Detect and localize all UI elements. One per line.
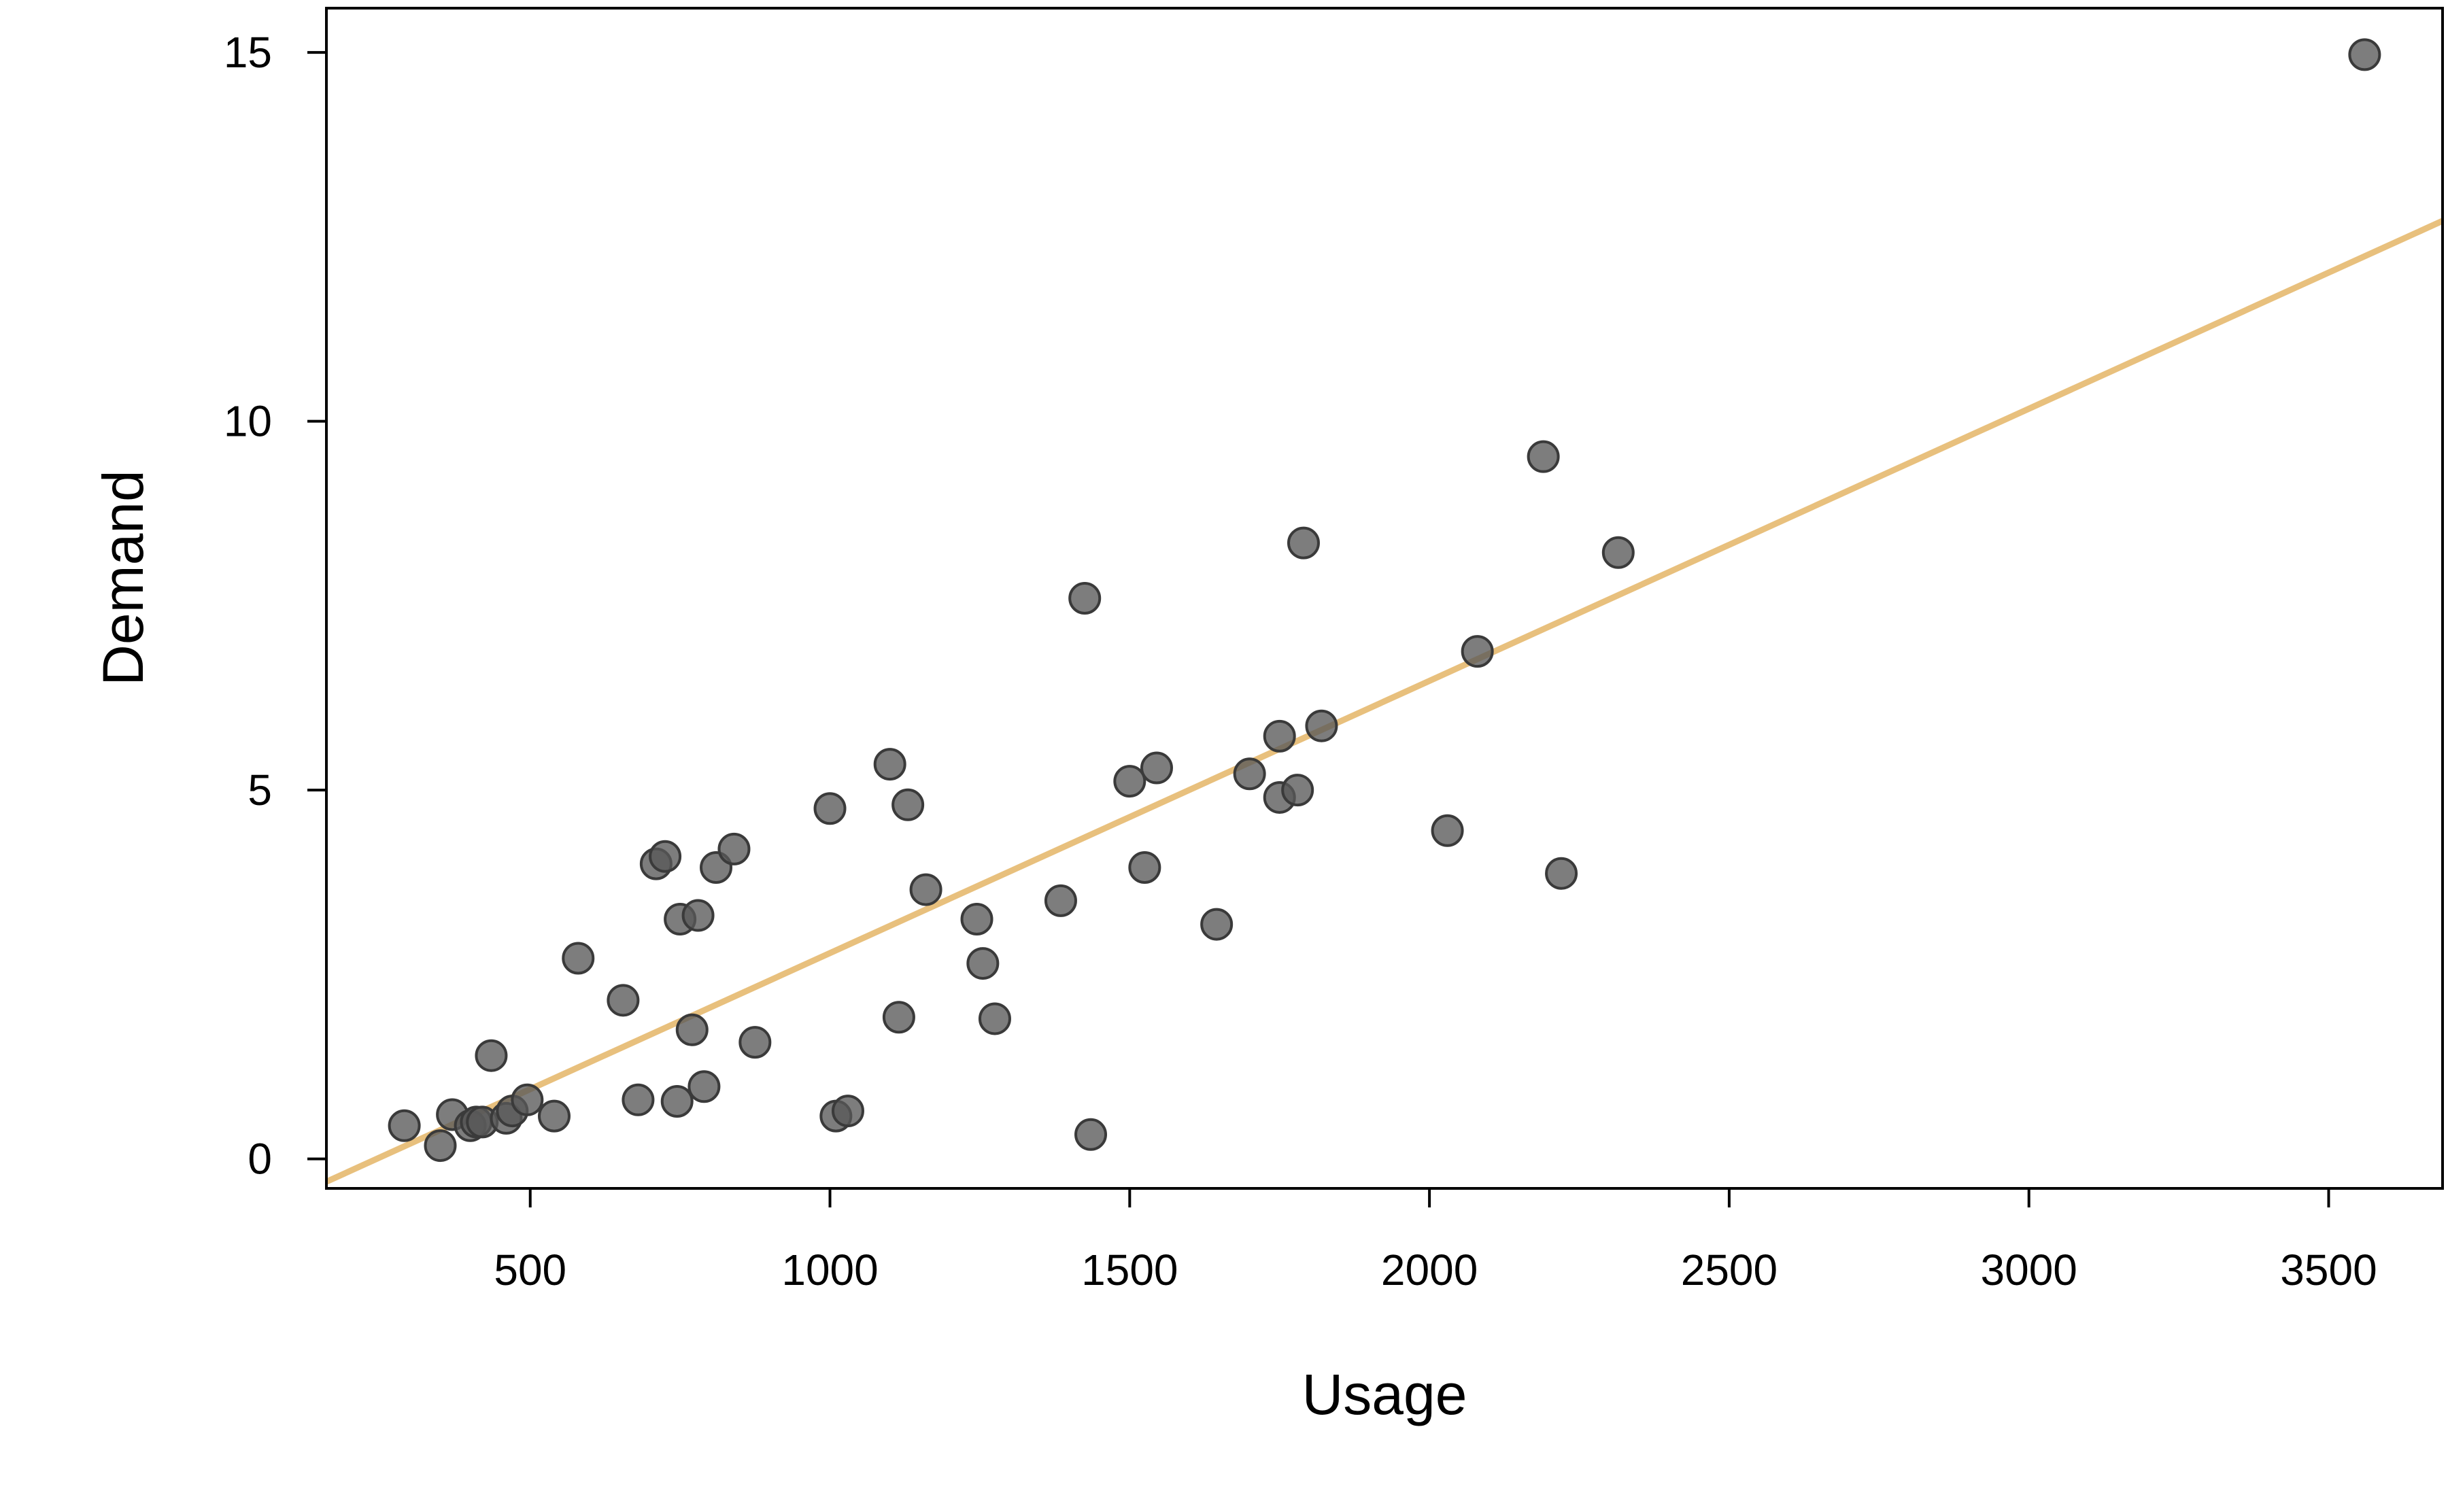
x-axis-title: Usage: [1302, 1362, 1467, 1426]
data-point: [424, 1129, 457, 1163]
data-point: [909, 873, 942, 906]
data-point: [882, 1001, 915, 1034]
y-tick-label: 15: [224, 28, 272, 77]
data-point: [1527, 440, 1560, 473]
data-point: [873, 748, 906, 781]
data-point: [717, 832, 751, 865]
y-tick-label: 10: [224, 397, 272, 446]
x-tick-label: 1500: [1081, 1245, 1178, 1294]
data-point: [511, 1083, 544, 1116]
data-point: [660, 1084, 694, 1118]
x-tick-label: 2500: [1681, 1245, 1778, 1294]
x-tick-label: 500: [494, 1245, 566, 1294]
fit-line: [325, 218, 2444, 1185]
y-tick-label: 5: [248, 766, 272, 814]
data-point: [891, 788, 925, 821]
data-point: [1461, 635, 1494, 668]
data-point: [978, 1002, 1011, 1035]
data-point: [1113, 765, 1146, 798]
data-point: [960, 902, 993, 935]
data-point: [562, 942, 595, 975]
data-point: [1263, 719, 1296, 753]
data-point: [1044, 884, 1077, 917]
data-point: [2348, 38, 2381, 71]
data-point: [1287, 526, 1320, 560]
x-axis: 500 1000 1500 2000 2500 3000 3500: [494, 1187, 2377, 1294]
data-point: [1281, 774, 1314, 807]
data-point: [813, 792, 847, 825]
data-point: [475, 1039, 508, 1072]
data-point: [675, 1013, 709, 1046]
data-point: [738, 1026, 772, 1059]
x-tick-label: 3500: [2280, 1245, 2377, 1294]
data-point: [622, 1083, 655, 1116]
data-point: [649, 840, 682, 873]
data-point: [1074, 1118, 1108, 1151]
data-point: [681, 899, 715, 932]
y-axis-title: Demand: [91, 470, 155, 686]
data-point: [1128, 851, 1161, 884]
x-tick-label: 1000: [781, 1245, 878, 1294]
plot-frame: [325, 7, 2444, 1190]
data-point: [388, 1109, 421, 1142]
data-point: [607, 984, 640, 1017]
data-point: [1068, 582, 1102, 615]
data-point: [687, 1070, 721, 1103]
data-point: [1140, 751, 1173, 785]
data-point: [1233, 757, 1266, 791]
data-point: [1545, 857, 1578, 890]
data-point: [1601, 536, 1635, 569]
x-tick-label: 2000: [1381, 1245, 1478, 1294]
data-point: [966, 947, 1000, 980]
data-point: [538, 1099, 571, 1133]
data-point: [1431, 814, 1464, 847]
y-axis: 0 5 10 15: [224, 28, 328, 1184]
data-point: [1305, 709, 1338, 742]
x-tick-label: 3000: [1981, 1245, 2077, 1294]
data-point: [1200, 908, 1234, 941]
data-point: [831, 1095, 864, 1128]
y-tick-label: 0: [248, 1135, 272, 1184]
fit-line-layer: [325, 218, 2444, 1185]
points-layer: [388, 38, 2381, 1163]
